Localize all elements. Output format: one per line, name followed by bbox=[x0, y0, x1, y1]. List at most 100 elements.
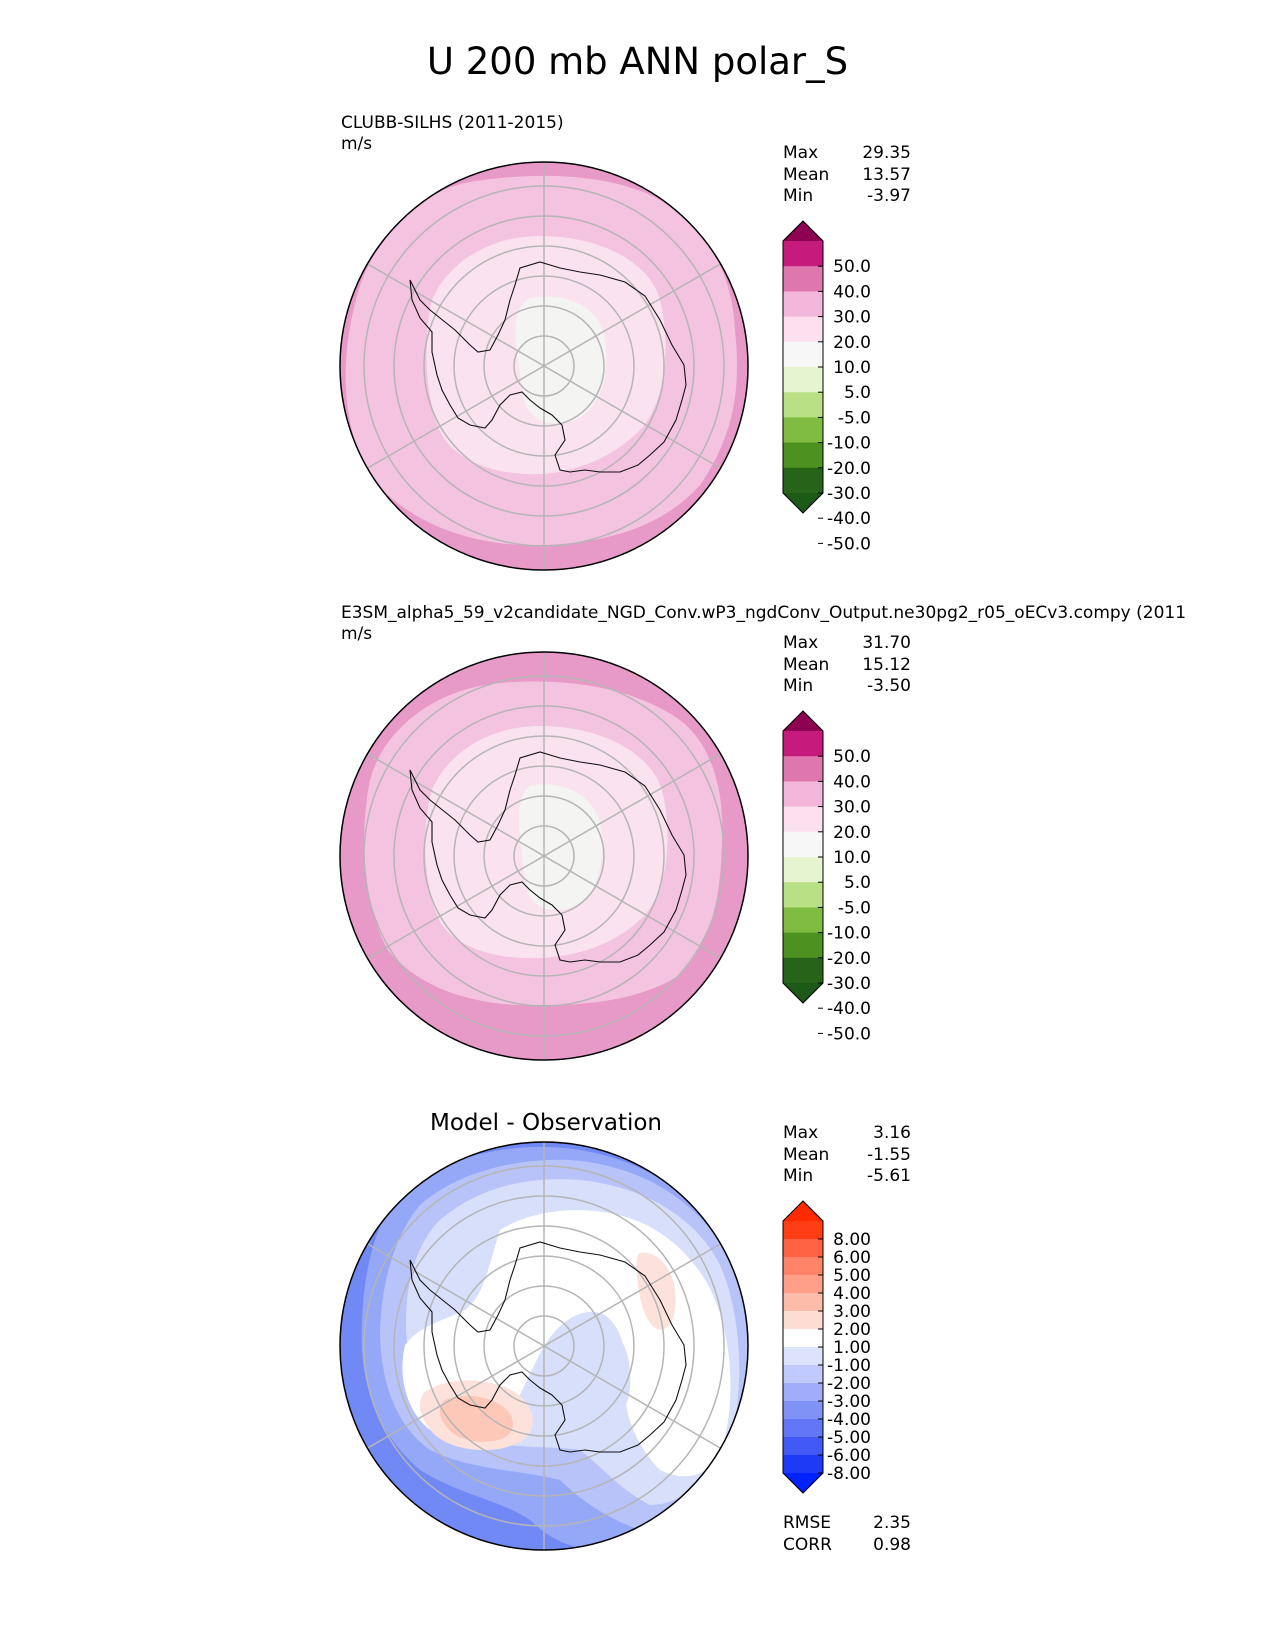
colorbar-segment bbox=[783, 1401, 823, 1420]
colorbar-segment bbox=[783, 1329, 823, 1348]
panel-2-stats: Max 31.70 Mean 15.12 Min -3.50 bbox=[783, 633, 911, 698]
colorbar-tick-label: 4.00 bbox=[833, 1284, 871, 1304]
map-3-boundary bbox=[339, 1141, 749, 1551]
colorbar-tick-label: -2.00 bbox=[827, 1374, 871, 1394]
colorbar-extend-max bbox=[783, 711, 823, 731]
panel-2-units: m/s bbox=[341, 624, 373, 644]
colorbar-tick-label: 20.0 bbox=[833, 823, 871, 843]
stat-label: Mean bbox=[783, 1144, 830, 1165]
colorbar-segment bbox=[783, 392, 823, 418]
colorbar-tick-label: 20.0 bbox=[833, 333, 871, 353]
colorbar-tick-label: -20.0 bbox=[827, 949, 871, 969]
panel-1-units: m/s bbox=[341, 134, 373, 154]
colorbar-segment bbox=[783, 1293, 823, 1312]
colorbar-tick-label: -30.0 bbox=[827, 484, 871, 504]
stat-value: -3.50 bbox=[867, 676, 911, 696]
colorbar-segment bbox=[783, 1383, 823, 1402]
colorbar-tick-label: 3.00 bbox=[833, 1302, 871, 1322]
colorbar-segment bbox=[783, 1257, 823, 1276]
stat-value: -1.55 bbox=[867, 1144, 911, 1165]
metric-label: RMSE bbox=[783, 1513, 832, 1533]
map-3 bbox=[339, 1141, 749, 1551]
stat-label: Max bbox=[783, 143, 819, 163]
colorbar-segment bbox=[783, 1455, 823, 1474]
colorbar-segment bbox=[783, 1419, 823, 1438]
colorbar-segment bbox=[783, 417, 823, 444]
colorbar-segment bbox=[783, 957, 823, 984]
colorbar-tick-label: -40.0 bbox=[827, 509, 871, 529]
metric-value: 0.98 bbox=[873, 1534, 911, 1555]
colorbar-segment bbox=[783, 316, 823, 343]
colorbar-segment bbox=[783, 241, 823, 267]
colorbar-tick-label: 30.0 bbox=[833, 798, 871, 818]
map-1-field-near-pole bbox=[515, 296, 607, 424]
colorbar-segment bbox=[783, 806, 823, 833]
colorbar-tick-label: 8.00 bbox=[833, 1230, 871, 1250]
panel-2-title: E3SM_alpha5_59_v2candidate_NGD_Conv.wP3_… bbox=[341, 603, 1186, 645]
map-3-antarctica-coastline bbox=[409, 1241, 687, 1453]
colorbar-segment bbox=[783, 831, 823, 858]
colorbar-segment bbox=[783, 731, 823, 757]
stat-value: 13.57 bbox=[862, 164, 911, 185]
colorbar-extend-max bbox=[783, 221, 823, 241]
colorbar-tick-label: -8.00 bbox=[827, 1464, 871, 1484]
colorbar-segment bbox=[783, 907, 823, 934]
stat-label: Mean bbox=[783, 164, 830, 185]
colorbar-tick-label: 50.0 bbox=[833, 257, 871, 277]
colorbar-2: 50.0 40.0 30.0 20.0 10.0 5.0 -5.0 -10.0 -20.0 -30… bbox=[782, 710, 871, 1044]
stat-label: Max bbox=[783, 1123, 819, 1143]
map-3-field-minus1-inner bbox=[569, 1321, 631, 1426]
stat-label: Mean bbox=[783, 654, 830, 675]
colorbar-segment bbox=[783, 1239, 823, 1258]
map-3-graticule bbox=[363, 1142, 725, 1550]
colorbar-segment bbox=[783, 882, 823, 908]
stat-label: Min bbox=[783, 676, 814, 696]
colorbar-tick-label: -40.0 bbox=[827, 999, 871, 1019]
colorbar-segment bbox=[783, 442, 823, 469]
colorbar-tick-label: 30.0 bbox=[833, 308, 871, 328]
colorbar-tick-label: 6.00 bbox=[833, 1248, 871, 1268]
colorbar-tick-label: 10.0 bbox=[833, 358, 871, 378]
panel-3-title: Model - Observation bbox=[429, 1110, 663, 1136]
stat-label: Max bbox=[783, 633, 819, 653]
colorbar-segment bbox=[783, 1311, 823, 1330]
figure-title: U 200 mb ANN polar_S bbox=[426, 40, 849, 83]
colorbar-extend-min bbox=[783, 983, 823, 1003]
map-2-antarctica-coastline bbox=[409, 751, 687, 963]
metric-value: 2.35 bbox=[873, 1513, 911, 1533]
colorbar-tick-label: 50.0 bbox=[833, 747, 871, 767]
map-1 bbox=[339, 161, 749, 571]
colorbar-tick-label: 2.00 bbox=[833, 1320, 871, 1340]
colorbar-tick-label: -30.0 bbox=[827, 974, 871, 994]
colorbar-extend-min bbox=[783, 1473, 823, 1493]
colorbar-segment bbox=[783, 467, 823, 494]
map-2-boundary bbox=[339, 651, 749, 1061]
colorbar-tick-label: -20.0 bbox=[827, 459, 871, 479]
colorbar-tick-label: -1.00 bbox=[827, 1356, 871, 1376]
colorbar-tick-label: 40.0 bbox=[833, 282, 871, 302]
map-2 bbox=[339, 651, 749, 1061]
colorbar-segment bbox=[783, 1437, 823, 1456]
panel-3-stats: Max 3.16 Mean -1.55 Min -5.61 bbox=[783, 1123, 911, 1188]
colorbar-tick-label: -6.00 bbox=[827, 1446, 871, 1466]
colorbar-tick-label: 5.0 bbox=[844, 873, 871, 893]
panel-1-dataset-label: CLUBB-SILHS (2011-2015) bbox=[341, 113, 564, 133]
colorbar-segment bbox=[783, 367, 823, 393]
colorbar-tick-label: -5.0 bbox=[838, 408, 871, 428]
colorbar-segment bbox=[783, 932, 823, 959]
stat-value: 31.70 bbox=[862, 633, 911, 653]
colorbar-segment bbox=[783, 1347, 823, 1366]
colorbar-tick-label: -10.0 bbox=[827, 434, 871, 454]
stat-value: 29.35 bbox=[862, 143, 911, 163]
panel-1-stats: Max 29.35 Mean 13.57 Min -3.97 bbox=[783, 143, 911, 208]
colorbar-segment bbox=[783, 857, 823, 883]
colorbar-extend-max bbox=[783, 1201, 823, 1221]
colorbar-segment bbox=[783, 1275, 823, 1294]
colorbar-1: 50.0 40.0 30.0 20.0 10.0 5.0 -5.0 -10.0 -20.0 -30… bbox=[782, 220, 871, 554]
colorbar-tick-label: -10.0 bbox=[827, 924, 871, 944]
colorbar-tick-label: 1.00 bbox=[833, 1338, 871, 1358]
stat-label: Min bbox=[783, 1166, 814, 1186]
colorbar-tick-label: 5.00 bbox=[833, 1266, 871, 1286]
colorbar-segment bbox=[783, 756, 823, 782]
